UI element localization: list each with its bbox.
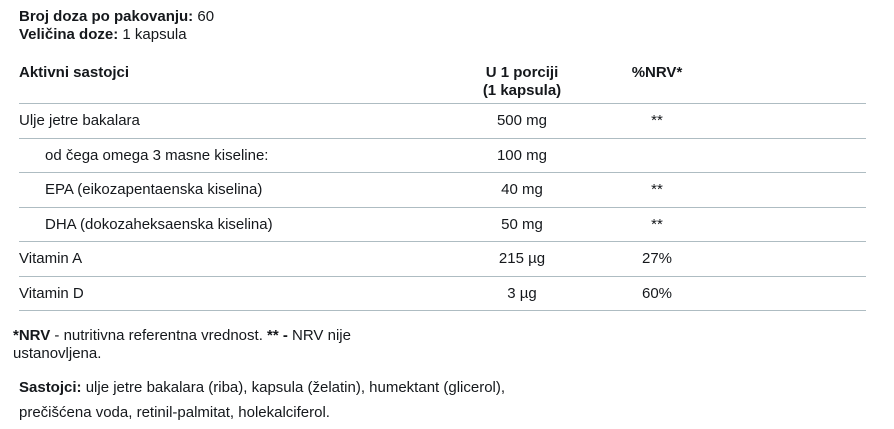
nrv-footnote-line1-end: NRV nije — [287, 327, 351, 344]
table-header-row: Aktivni sastojci U 1 porciji (1 kapsula)… — [19, 64, 866, 104]
nrv-footnote: *NRV - nutritivna referentna vrednost. *… — [13, 327, 433, 363]
amount-value: 100 mg — [496, 146, 548, 164]
amount-value: 50 mg — [501, 215, 543, 233]
ingredient-name: EPA (eikozapentaenska kiselina) — [45, 181, 263, 199]
nrv-value: ** — [651, 181, 663, 199]
nrv-footnote-asterisks: ** - — [267, 327, 288, 344]
ingredients-list-line2: prečišćena voda, retinil-palmitat, holek… — [19, 404, 330, 421]
ingredients-paragraph: Sastojci: ulje jetre bakalara (riba), ka… — [19, 375, 894, 425]
header-per-serving: U 1 porciji (1 kapsula) — [425, 64, 619, 100]
nrv-value: 60% — [641, 284, 673, 302]
table-row: DHA (dokozaheksaenska kiselina) 50 mg ** — [19, 208, 866, 242]
ingredient-name: Vitamin A — [19, 250, 83, 268]
serving-info: Broj doza po pakovanju: 60 Veličina doze… — [19, 8, 894, 44]
header-per-serving-line2: (1 kapsula) — [482, 82, 562, 99]
nrv-value: ** — [651, 112, 663, 130]
table-row: Vitamin D 3 µg 60% — [19, 277, 866, 311]
table-row: Vitamin A 215 µg 27% — [19, 242, 866, 277]
amount-value: 40 mg — [501, 181, 543, 199]
table-row: Ulje jetre bakalara 500 mg ** — [19, 104, 866, 139]
ingredient-name: Vitamin D — [19, 284, 84, 302]
amount-value: 500 mg — [496, 112, 548, 130]
ingredient-name: Ulje jetre bakalara — [19, 112, 140, 130]
nrv-footnote-line2: ustanovljena. — [13, 345, 102, 362]
nrv-footnote-definition: - nutritivna referentna vrednost. — [50, 327, 268, 344]
ingredients-label: Sastojci: — [19, 379, 82, 396]
servings-per-pack-line: Broj doza po pakovanju: 60 — [19, 8, 894, 26]
servings-per-pack-value: 60 — [193, 8, 215, 25]
ingredient-name: DHA (dokozaheksaenska kiselina) — [45, 215, 273, 233]
servings-per-pack-label: Broj doza po pakovanju: — [19, 8, 194, 25]
nrv-value: ** — [651, 215, 663, 233]
header-per-serving-line1: U 1 porciji — [485, 64, 559, 81]
ingredients-list-line1: ulje jetre bakalara (riba), kapsula (žel… — [81, 379, 506, 396]
serving-size-value: 1 kapsula — [118, 26, 187, 43]
supplement-facts-table: Aktivni sastojci U 1 porciji (1 kapsula)… — [19, 64, 866, 311]
header-active-ingredients: Aktivni sastojci — [19, 64, 130, 81]
serving-size-label: Veličina doze: — [19, 26, 119, 43]
header-nrv: %NRV* — [631, 64, 683, 81]
table-row: EPA (eikozapentaenska kiselina) 40 mg ** — [19, 173, 866, 208]
amount-value: 215 µg — [498, 250, 546, 268]
ingredient-name: od čega omega 3 masne kiseline: — [45, 146, 269, 164]
nrv-value: 27% — [641, 250, 673, 268]
nrv-footnote-term: *NRV — [13, 327, 51, 344]
amount-value: 3 µg — [507, 284, 537, 302]
table-row: od čega omega 3 masne kiseline: 100 mg — [19, 139, 866, 173]
serving-size-line: Veličina doze: 1 kapsula — [19, 26, 894, 44]
